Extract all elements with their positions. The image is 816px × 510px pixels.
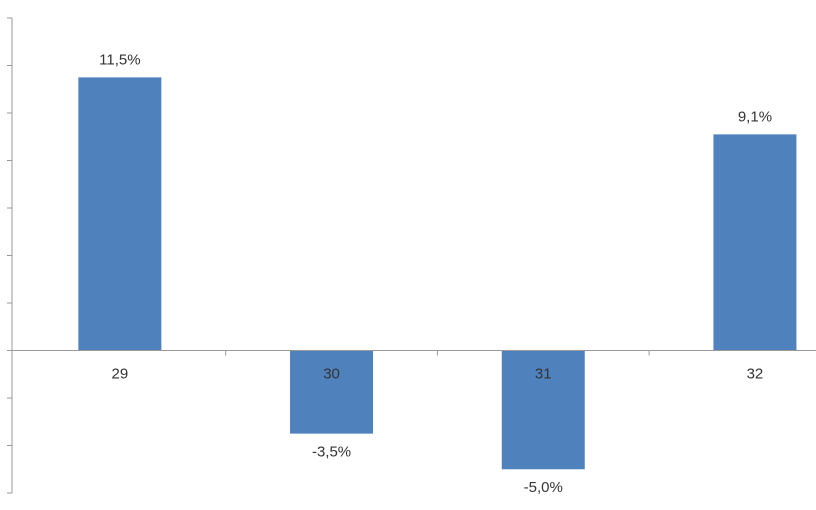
bar	[713, 134, 797, 351]
x-tick-label: 31	[535, 365, 552, 382]
value-label: -5,0%	[524, 479, 563, 496]
bar	[501, 350, 585, 470]
value-label: 9,1%	[738, 108, 772, 125]
x-tick-label: 30	[323, 365, 340, 382]
value-label: -3,5%	[312, 444, 351, 461]
bar	[290, 350, 374, 434]
x-tick-label: 29	[112, 365, 129, 382]
value-label: 11,5%	[99, 51, 140, 68]
bar	[78, 77, 162, 351]
x-tick-label: 32	[747, 365, 764, 382]
